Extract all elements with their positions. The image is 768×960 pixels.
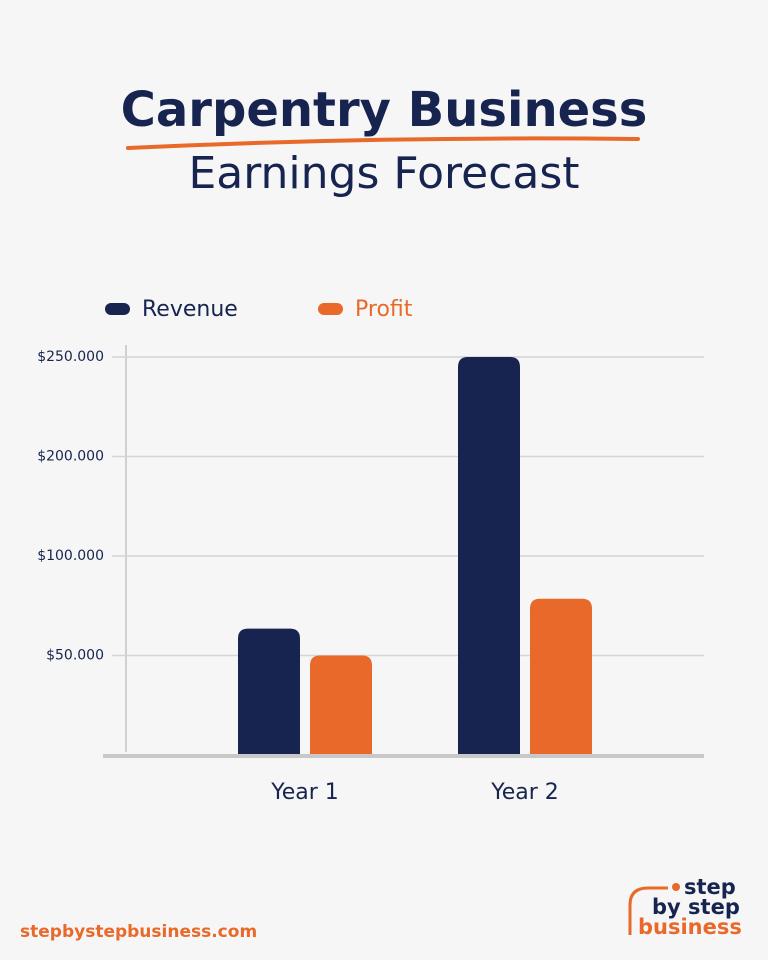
logo-text: by step (652, 895, 740, 919)
y-tick-label: $250.000 (37, 349, 104, 365)
legend-swatch (318, 303, 343, 315)
y-tick-label: $200.000 (37, 449, 104, 465)
logo-mark (628, 886, 668, 935)
logo-dot (672, 883, 680, 891)
logo-text: business (638, 915, 742, 939)
bar (458, 357, 520, 755)
bar (530, 598, 592, 755)
grid: $50.000 $100.000 $200.000 $250.000 (37, 349, 704, 664)
chart-subtitle: Earnings Forecast (188, 148, 579, 199)
chart-title: Carpentry Business (121, 82, 648, 138)
bars (238, 357, 592, 755)
legend-label: Profit (355, 297, 413, 322)
title-underline (126, 136, 640, 150)
y-tick-label: $50.000 (46, 648, 104, 664)
y-tick-label: $100.000 (37, 548, 104, 564)
logo-text: step (684, 875, 736, 899)
bar (310, 655, 372, 755)
legend-label: Revenue (142, 297, 238, 322)
legend-swatch (105, 303, 130, 315)
x-tick-label: Year 1 (270, 780, 339, 805)
website: stepbystepbusiness.com (20, 922, 257, 942)
x-tick-label: Year 2 (490, 780, 559, 805)
bar (238, 628, 300, 755)
